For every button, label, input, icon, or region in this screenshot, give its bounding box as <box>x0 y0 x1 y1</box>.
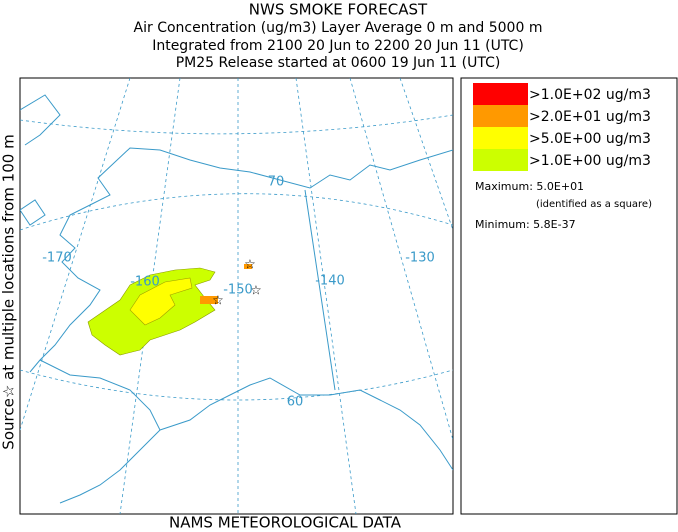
legend: Maximum: 5.0E+01 (identified as a square… <box>460 77 678 515</box>
graticule <box>399 78 453 231</box>
graticule <box>295 78 357 514</box>
legend-swatch <box>473 83 528 105</box>
coastline <box>29 147 453 373</box>
map-label: -170 <box>42 251 72 266</box>
border <box>304 189 336 391</box>
source-star: ☆ <box>244 258 256 273</box>
map-label: -150 <box>223 283 253 298</box>
minimum: Minimum: 5.8E-37 <box>475 218 576 231</box>
legend-label: >2.0E+01 ug/m3 <box>529 109 651 125</box>
graticule <box>20 78 131 431</box>
source-star: ☆ <box>212 294 224 309</box>
legend-label: >5.0E+00 ug/m3 <box>529 131 651 147</box>
coastline <box>159 377 453 471</box>
map: ☆ ☆ ☆ -170 -160 -150 -140 -130 70 60 <box>19 77 454 515</box>
smoke-plume <box>129 277 193 326</box>
subtitle: PM25 Release started at 0600 19 Jun 11 (… <box>176 55 501 71</box>
source-star: ☆ <box>250 284 262 299</box>
graticule <box>119 78 181 514</box>
map-frame <box>19 77 454 515</box>
legend-swatch <box>473 105 528 127</box>
island <box>20 199 46 226</box>
map-label: 70 <box>268 175 285 190</box>
graticule <box>20 114 453 135</box>
graticule <box>20 193 453 231</box>
legend-swatch <box>473 149 528 171</box>
graticule <box>349 78 453 441</box>
maximum: Maximum: 5.0E+01 <box>475 180 584 193</box>
smoke-plume <box>244 264 252 269</box>
map-label: 60 <box>287 395 304 410</box>
map-label: -140 <box>315 274 345 289</box>
legend-label: >1.0E+02 ug/m3 <box>529 87 651 103</box>
maximum-note: (identified as a square) <box>536 199 652 210</box>
subtitle: Integrated from 2100 20 Jun to 2200 20 J… <box>152 38 524 54</box>
map-label: -130 <box>405 251 435 266</box>
coastline <box>20 94 61 146</box>
title: NWS SMOKE FORECAST <box>249 1 428 19</box>
legend-swatch <box>473 127 528 149</box>
graticule <box>20 369 453 401</box>
subtitle: Air Concentration (ug/m3) Layer Average … <box>134 20 543 36</box>
legend-label: >1.0E+00 ug/m3 <box>529 153 651 169</box>
smoke-plume <box>200 296 218 304</box>
footer: NAMS METEOROLOGICAL DATA <box>169 514 402 532</box>
side-label: Source☆ at multiple locations from 100 m <box>0 134 18 449</box>
map-label: -160 <box>130 275 160 290</box>
